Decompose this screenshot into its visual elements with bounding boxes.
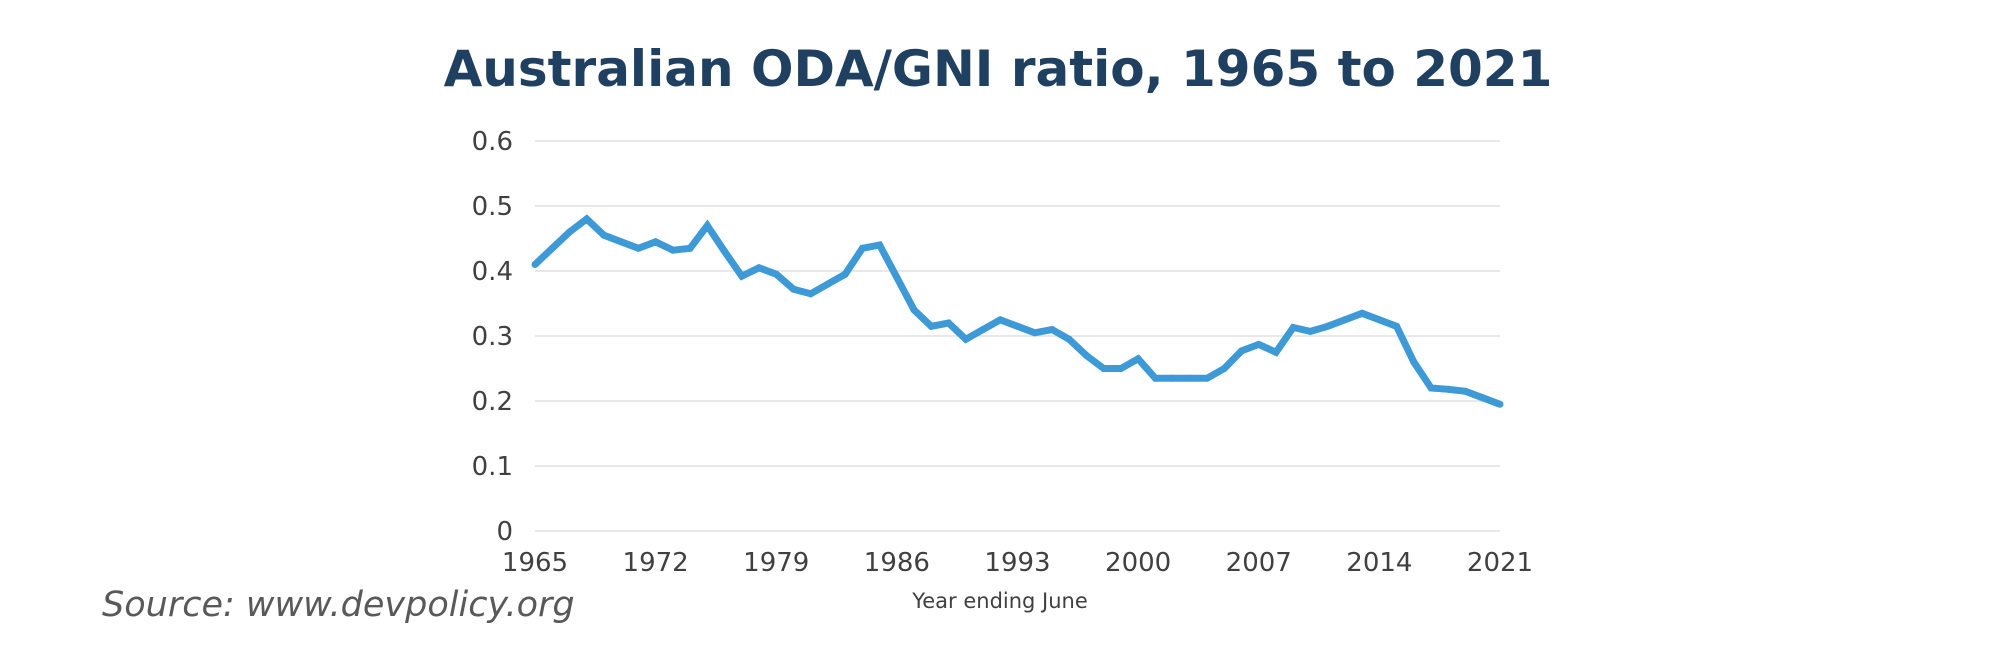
data-point bbox=[755, 264, 763, 272]
source-note: Source: www.devpolicy.org bbox=[102, 585, 575, 625]
x-tick-label: 1986 bbox=[864, 548, 930, 578]
data-point bbox=[1117, 365, 1125, 372]
data-point bbox=[910, 306, 918, 314]
data-point bbox=[1031, 329, 1039, 337]
data-point bbox=[583, 215, 591, 223]
y-tick-label: 0.1 bbox=[472, 452, 513, 482]
data-point bbox=[669, 246, 677, 254]
y-axis-ticks: 0 0.1 0.2 0.3 0.4 0.5 0.6 bbox=[472, 127, 513, 547]
data-point bbox=[1444, 385, 1452, 393]
x-tick-label: 1979 bbox=[743, 548, 809, 578]
data-point bbox=[1014, 322, 1021, 330]
x-axis-label: Year ending June bbox=[911, 589, 1088, 613]
data-point bbox=[703, 222, 711, 229]
series-layer bbox=[531, 214, 1504, 408]
data-point bbox=[1100, 365, 1108, 372]
data-point bbox=[721, 248, 729, 255]
data-point bbox=[1341, 316, 1349, 324]
data-point bbox=[1462, 387, 1470, 395]
data-point bbox=[686, 244, 694, 252]
data-point bbox=[600, 231, 608, 239]
data-point bbox=[1289, 324, 1297, 332]
x-tick-label: 1965 bbox=[502, 548, 568, 578]
y-tick-label: 0.2 bbox=[472, 387, 513, 417]
data-point bbox=[927, 322, 935, 330]
data-point bbox=[824, 280, 832, 288]
x-tick-label: 2007 bbox=[1226, 548, 1292, 578]
data-point bbox=[876, 241, 884, 249]
data-point bbox=[548, 244, 556, 252]
data-point bbox=[738, 272, 746, 280]
data-point bbox=[858, 244, 866, 252]
data-point bbox=[1203, 374, 1211, 382]
data-point bbox=[1048, 326, 1056, 333]
data-point bbox=[772, 270, 780, 278]
data-point bbox=[1496, 400, 1504, 408]
x-tick-label: 2021 bbox=[1467, 548, 1533, 578]
data-point bbox=[1065, 335, 1073, 343]
data-point bbox=[1375, 316, 1383, 324]
x-tick-label: 1972 bbox=[623, 548, 689, 578]
data-point bbox=[1255, 340, 1263, 348]
data-point bbox=[1393, 322, 1401, 330]
data-point bbox=[979, 326, 987, 333]
x-tick-label: 1993 bbox=[984, 548, 1050, 578]
data-point bbox=[1324, 322, 1332, 330]
gridlines bbox=[535, 140, 1500, 532]
data-point bbox=[841, 270, 849, 278]
data-point bbox=[893, 274, 901, 281]
data-point bbox=[565, 228, 573, 236]
data-point bbox=[789, 285, 797, 293]
data-point bbox=[1169, 374, 1177, 382]
data-point bbox=[1220, 365, 1228, 372]
y-tick-label: 0.6 bbox=[472, 127, 513, 157]
chart-title: Australian ODA/GNI ratio, 1965 to 2021 bbox=[444, 40, 1553, 98]
data-point bbox=[617, 238, 625, 246]
data-point bbox=[634, 244, 642, 252]
data-point bbox=[1151, 374, 1159, 382]
data-point bbox=[1134, 355, 1142, 363]
data-point bbox=[1082, 352, 1090, 359]
data-point bbox=[1358, 309, 1366, 317]
data-point bbox=[945, 319, 953, 327]
y-tick-label: 0.4 bbox=[472, 257, 513, 287]
series-line bbox=[532, 214, 1502, 408]
data-point bbox=[531, 261, 539, 268]
x-axis-ticks: 1965 1972 1979 1986 1993 2000 2007 2014 2021 bbox=[502, 548, 1533, 578]
data-point bbox=[1186, 374, 1194, 382]
y-tick-label: 0 bbox=[496, 517, 513, 547]
data-point bbox=[1410, 358, 1418, 366]
x-tick-label: 2000 bbox=[1105, 548, 1171, 578]
data-point bbox=[996, 316, 1004, 324]
data-point bbox=[1272, 348, 1280, 356]
x-tick-label: 2014 bbox=[1346, 548, 1412, 578]
data-point bbox=[807, 290, 815, 298]
y-tick-label: 0.5 bbox=[472, 192, 513, 222]
data-point bbox=[962, 335, 970, 343]
data-point bbox=[1306, 327, 1314, 335]
y-tick-label: 0.3 bbox=[472, 322, 513, 352]
data-point bbox=[1479, 394, 1487, 402]
data-point bbox=[652, 238, 660, 246]
data-point bbox=[1427, 384, 1435, 392]
data-point bbox=[1238, 347, 1246, 355]
